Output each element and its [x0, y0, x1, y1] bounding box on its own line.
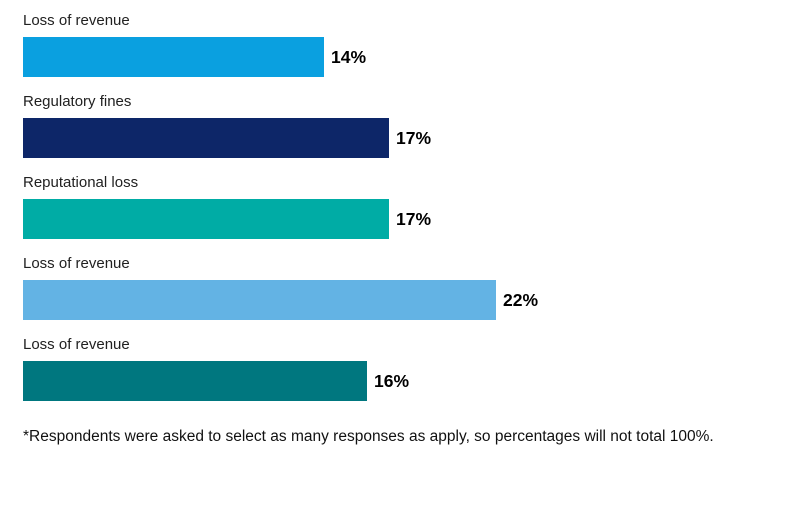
bar-row: Reputational loss 17%	[23, 174, 800, 239]
bar-row: Loss of revenue 16%	[23, 336, 800, 401]
bar-line: 16%	[23, 361, 800, 401]
bar-line: 17%	[23, 199, 800, 239]
bar	[23, 118, 389, 158]
bar-line: 22%	[23, 280, 800, 320]
bar-line: 17%	[23, 118, 800, 158]
bar-row: Regulatory fines 17%	[23, 93, 800, 158]
bar-row: Loss of revenue 22%	[23, 255, 800, 320]
bar-row: Loss of revenue 14%	[23, 12, 800, 77]
value-label: 14%	[331, 46, 367, 67]
category-label: Reputational loss	[23, 174, 139, 191]
bar	[23, 280, 496, 320]
bar-line: 14%	[23, 37, 800, 77]
footnote: *Respondents were asked to select as man…	[23, 428, 714, 445]
category-label: Loss of revenue	[23, 336, 130, 353]
value-label: 17%	[396, 208, 432, 229]
bar	[23, 199, 389, 239]
bar	[23, 37, 324, 77]
category-label: Loss of revenue	[23, 255, 130, 272]
value-label: 22%	[503, 289, 539, 310]
value-label: 16%	[374, 370, 410, 391]
chart-rows: Loss of revenue 14% Regulatory fines 17%…	[23, 12, 800, 401]
category-label: Loss of revenue	[23, 12, 130, 29]
category-label: Regulatory fines	[23, 93, 132, 110]
value-label: 17%	[396, 127, 432, 148]
bar	[23, 361, 367, 401]
